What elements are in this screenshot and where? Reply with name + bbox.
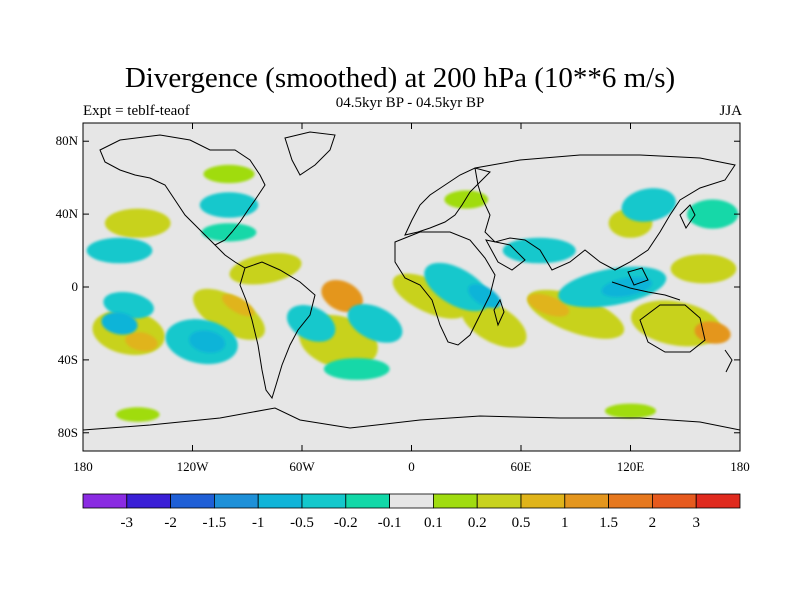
field-positive-blob <box>694 321 731 344</box>
colorbar-label: -3 <box>121 515 134 531</box>
colorbar-swatch <box>82 493 128 509</box>
lon-tick-label: 0 <box>408 459 415 474</box>
colorbar-swatch <box>608 493 653 509</box>
plot-title: Divergence (smoothed) at 200 hPa (10**6 … <box>124 62 676 94</box>
colorbar-swatch <box>432 493 478 509</box>
field-negative-blob <box>347 304 403 343</box>
field-positive-blob <box>604 403 657 419</box>
field-positive-blob <box>115 407 160 422</box>
colorbar-label: -0.2 <box>334 515 358 531</box>
coast-antarctica <box>83 407 740 431</box>
colorbar-label: 0.5 <box>512 515 531 531</box>
field-negative-blob <box>201 223 257 242</box>
colorbar-swatch <box>126 493 172 509</box>
lon-tick-label: 180 <box>730 459 750 474</box>
coast-new-zealand <box>724 349 733 373</box>
coast-japan <box>679 204 696 230</box>
field-negative-blob <box>86 237 153 264</box>
coastlines <box>83 131 740 431</box>
colorbar-label: 1 <box>561 515 569 531</box>
field-positive-blob <box>125 332 158 352</box>
lon-tick-label: 60E <box>511 459 532 474</box>
field-positive-blob <box>321 279 363 313</box>
colorbar-swatch <box>257 493 303 509</box>
longitude-axis: 180 120W 60W 0 60E 120E 180 <box>73 123 750 474</box>
field-negative-blob <box>286 305 336 342</box>
season-label: JJA <box>719 103 742 119</box>
lon-tick-label: 120W <box>177 459 210 474</box>
colorbar-label: 1.5 <box>599 515 618 531</box>
colorbar-swatch <box>476 493 522 509</box>
coast-central-america <box>214 244 246 269</box>
coast-europe <box>404 167 491 236</box>
field-positive-blob <box>104 208 171 238</box>
colorbar-label: -2 <box>164 515 177 531</box>
coast-madagascar <box>493 298 505 327</box>
field-negative-blob <box>502 237 576 264</box>
colorbar-swatch <box>213 493 259 509</box>
coast-africa <box>394 231 496 346</box>
colorbar-swatch <box>389 493 434 509</box>
experiment-label: Expt = teblf-teaof <box>83 103 190 119</box>
field-negative-blob <box>621 188 676 222</box>
field-positive-blob <box>460 299 527 348</box>
colorbar-swatch <box>520 493 566 509</box>
lat-tick-label: 0 <box>72 279 79 294</box>
lat-tick-label: 40N <box>56 206 79 221</box>
lat-tick-label: 40S <box>58 352 78 367</box>
colorbar-swatch <box>345 493 390 509</box>
field-positive-blob <box>444 190 489 209</box>
field-negative-blob <box>323 358 390 380</box>
lon-tick-label: 180 <box>73 459 93 474</box>
coast-borneo <box>627 267 649 286</box>
coast-indonesia <box>611 281 681 301</box>
colorbar-swatch <box>695 493 741 509</box>
coast-asia <box>474 154 736 271</box>
field-positive-blob <box>527 293 570 317</box>
colorbar-swatch <box>652 493 697 509</box>
field-negative-blob <box>468 284 501 309</box>
coast-greenland <box>284 131 336 176</box>
lat-tick-label: 80S <box>58 425 78 440</box>
field-negative-blob <box>103 291 154 319</box>
colorbar-label: -0.1 <box>378 515 402 531</box>
colorbar-label: 3 <box>692 515 700 531</box>
field-positive-blob <box>193 288 265 340</box>
colorbar-label: -0.5 <box>290 515 314 531</box>
lon-tick-label: 60W <box>289 459 315 474</box>
field-negative-blob <box>199 192 259 218</box>
field-negative-blob <box>101 312 138 335</box>
colorbar-label: 2 <box>649 515 657 531</box>
coast-north-america <box>99 134 266 246</box>
field-positive-blob <box>221 294 255 317</box>
field-positive-blob <box>392 273 467 319</box>
colorbar: -3 -2 -1.5 -1 -0.5 -0.2 -0.1 0.1 0.2 0.5 1 1.5 2 3 <box>82 493 741 531</box>
colorbar-swatch <box>564 493 609 509</box>
lat-tick-label: 80N <box>56 133 79 148</box>
coast-arabia <box>485 239 526 271</box>
colorbar-swatch <box>301 493 347 509</box>
latitude-axis: 80N 40N 0 40S 80S <box>56 133 740 440</box>
divergence-field <box>86 164 739 422</box>
coast-australia <box>639 304 706 353</box>
field-positive-blob <box>670 254 737 284</box>
field-negative-blob <box>687 199 739 229</box>
lon-tick-label: 120E <box>617 459 645 474</box>
colorbar-swatch <box>170 493 215 509</box>
colorbar-label: -1.5 <box>203 515 227 531</box>
colorbar-label: 0.1 <box>424 515 443 531</box>
field-negative-blob <box>189 330 226 353</box>
field-positive-blob <box>203 164 255 184</box>
field-positive-blob <box>229 253 302 285</box>
period-label: 04.5kyr BP - 04.5kyr BP <box>335 95 485 111</box>
colorbar-label: -1 <box>252 515 265 531</box>
colorbar-label: 0.2 <box>468 515 487 531</box>
coast-south-america <box>239 261 316 400</box>
